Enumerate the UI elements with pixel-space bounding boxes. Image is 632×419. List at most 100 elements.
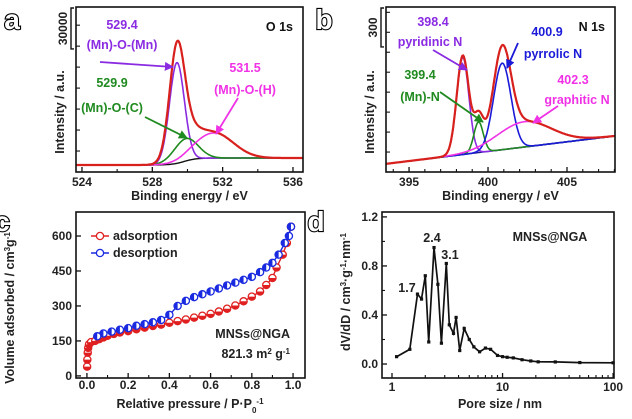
- data-point: [444, 261, 448, 266]
- adsorption-point-fill: [132, 329, 140, 333]
- y-axis-label-part: -1: [3, 232, 12, 240]
- desorption-point-fill: [141, 320, 145, 328]
- scale-bar-label: 30000: [56, 11, 70, 45]
- adsorption-point-fill: [256, 291, 264, 296]
- core-level-label: O 1s: [266, 20, 293, 34]
- peak-label: 2.4: [423, 231, 440, 245]
- data-point: [529, 359, 533, 363]
- desorption-point-fill: [262, 263, 267, 272]
- adsorption-point-fill: [165, 322, 173, 327]
- x-axis-label-part: -1: [256, 397, 264, 406]
- envelope-curve: [385, 43, 616, 165]
- desorption-point-fill: [124, 324, 129, 332]
- adsorption-point-fill: [223, 308, 231, 313]
- x-tick-label: 0.8: [243, 378, 260, 392]
- x-tick-label: 0.2: [120, 378, 137, 392]
- data-point: [483, 346, 488, 350]
- y-axis-label-part: dV/dD / cm: [339, 286, 353, 351]
- x-tick-label: 524: [72, 175, 92, 189]
- data-point: [427, 340, 431, 344]
- y-axis-label: dV/dD / cm3·g-1·nm-1: [339, 232, 354, 351]
- peak-arrow: [99, 61, 174, 71]
- panel-label-d: d: [307, 206, 324, 237]
- desorption-point-fill: [198, 290, 203, 298]
- data-point: [462, 326, 466, 331]
- x-tick-label: 0.0: [79, 378, 96, 392]
- legend-label: adsorption: [113, 229, 178, 243]
- legend-marker: [95, 248, 105, 258]
- x-tick-label: 536: [283, 175, 303, 189]
- x-tick-label: 405: [557, 175, 577, 189]
- adsorption-point-fill: [83, 366, 91, 371]
- peak-position-label: 529.9: [96, 76, 127, 90]
- plot-frame: [385, 6, 616, 173]
- y-tick-label: 450: [52, 264, 72, 278]
- peak-arrow: [506, 42, 519, 69]
- surface-area-label: 821.3 m2 g-1: [221, 347, 290, 362]
- adsorption-point-fill: [149, 326, 157, 330]
- data-point: [467, 337, 471, 342]
- adsorption-point-fill: [124, 331, 132, 335]
- data-point: [477, 350, 482, 354]
- pore-size-distribution-line: [396, 247, 614, 364]
- desorption-point-fill: [165, 311, 170, 319]
- scale-bar: [70, 7, 74, 50]
- data-point: [451, 331, 456, 335]
- y-tick-label: 300: [52, 299, 72, 313]
- y-tick-label: 0.4: [361, 308, 378, 322]
- adsorption-point-fill: [248, 296, 256, 301]
- x-tick-label: 1.0: [285, 378, 302, 392]
- desorption-point-fill: [223, 281, 228, 290]
- peak-position-label: 398.4: [417, 15, 448, 29]
- adsorption-point-fill: [157, 324, 165, 329]
- x-tick-label: 0.4: [161, 378, 178, 392]
- x-tick-label: 10: [496, 380, 510, 394]
- x-axis-label: Binding energy / eV: [131, 189, 248, 203]
- peak-position-label: 400.9: [531, 25, 562, 39]
- peak-arrow: [439, 91, 484, 123]
- component-curve: [385, 121, 616, 165]
- desorption-point-fill: [206, 287, 211, 296]
- desorption-point-fill: [275, 251, 279, 259]
- desorption-point-fill: [116, 326, 120, 334]
- desorption-point-fill: [149, 318, 153, 326]
- data-point: [436, 282, 440, 286]
- desorption-point-fill: [239, 276, 244, 284]
- peak-label: 1.7: [398, 281, 415, 295]
- data-point: [578, 360, 582, 365]
- peak-arrow: [215, 97, 239, 135]
- surface-area-label-part: g: [272, 347, 283, 361]
- x-axis-label: Binding energy / eV: [442, 189, 559, 203]
- panel-label-a: a: [4, 4, 20, 35]
- desorption-point-fill: [132, 322, 137, 330]
- y-axis-label-part: -1: [339, 262, 348, 270]
- peak-position-label: 531.5: [229, 61, 260, 75]
- x-tick-label: 528: [142, 175, 162, 189]
- y-axis-label-part: g: [3, 239, 17, 247]
- y-tick-label: 0: [65, 369, 72, 383]
- adsorption-point-fill: [198, 315, 206, 320]
- legend-label: desorption: [113, 246, 178, 260]
- desorption-point-fill: [108, 328, 112, 336]
- y-axis-label-part: ·nm: [339, 240, 353, 263]
- data-point: [500, 355, 505, 359]
- data-point: [505, 355, 509, 359]
- x-tick-label: 100: [603, 380, 623, 394]
- panel-d: 1 10 100 0.0 0.4 0.8 1.2 1.7 2.43.1 MNSs@NGA dV/dD…: [306, 205, 623, 411]
- data-point: [447, 323, 451, 327]
- component-curve: [76, 137, 303, 166]
- data-point: [394, 355, 399, 359]
- scale-bar: [380, 7, 384, 48]
- desorption-point-fill: [93, 332, 98, 340]
- adsorption-point-fill: [272, 267, 281, 272]
- desorption-point-fill: [231, 279, 236, 287]
- data-point: [536, 360, 540, 364]
- adsorption-point-fill: [206, 313, 215, 318]
- x-tick-label: 400: [478, 175, 498, 189]
- peak-assignment-label: (Mn)-O-(C): [81, 101, 143, 115]
- desorption-point-fill: [182, 297, 186, 305]
- y-axis-label: Volume adsorbed / cm3g-1: [3, 232, 18, 384]
- desorption-point-fill: [248, 273, 252, 281]
- adsorption-point-fill: [239, 301, 248, 305]
